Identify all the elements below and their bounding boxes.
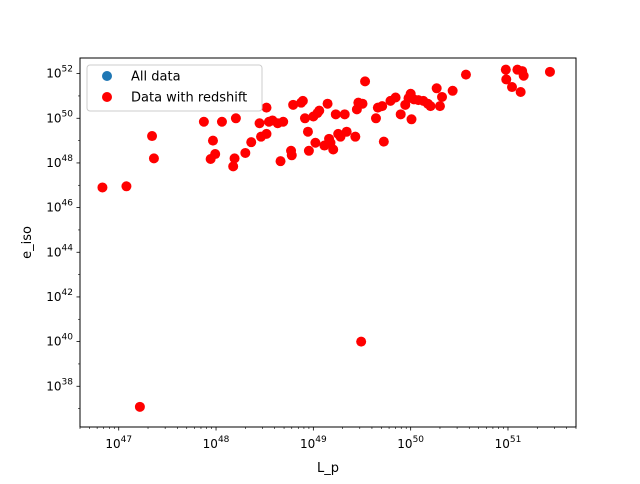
data-point — [518, 70, 529, 81]
data-point — [500, 64, 511, 75]
data-point — [341, 126, 352, 137]
legend-box — [86, 64, 263, 112]
data-points-layer — [97, 64, 555, 412]
data-point — [507, 82, 518, 93]
data-point — [121, 181, 132, 192]
data-point — [515, 87, 526, 98]
data-point — [230, 113, 241, 124]
data-point — [310, 137, 321, 148]
data-point — [395, 109, 406, 120]
data-point — [390, 92, 401, 103]
x-tick-label: 1047 — [105, 435, 132, 451]
data-point — [246, 137, 257, 148]
x-tick-label: 1050 — [397, 435, 424, 451]
legend-marker-all-data — [102, 71, 112, 81]
data-point — [328, 144, 339, 155]
data-point — [339, 109, 350, 120]
data-point — [254, 118, 265, 129]
data-point — [148, 153, 159, 164]
data-point — [216, 116, 227, 127]
y-tick-label: 1050 — [46, 109, 73, 125]
data-point — [314, 105, 325, 116]
data-point — [303, 145, 314, 156]
y-tick-label: 1042 — [46, 288, 73, 304]
x-axis-label: L_p — [317, 461, 339, 476]
data-point — [240, 147, 251, 158]
data-point — [437, 91, 448, 102]
data-point — [350, 131, 361, 142]
data-point — [228, 161, 239, 172]
y-tick-label: 1048 — [46, 154, 73, 170]
data-point — [134, 401, 145, 412]
data-point — [330, 109, 341, 120]
data-point — [261, 128, 272, 139]
data-point — [544, 66, 555, 77]
y-tick-label: 1044 — [46, 243, 73, 259]
data-point — [207, 135, 218, 146]
legend-marker-data-with-redshift — [102, 92, 112, 102]
x-tick-label: 1049 — [300, 435, 327, 451]
data-point — [357, 98, 368, 109]
data-point — [97, 182, 108, 193]
y-tick-label: 1038 — [46, 377, 73, 393]
data-point — [377, 101, 388, 112]
data-point — [299, 113, 310, 124]
data-point — [434, 101, 445, 112]
data-point — [447, 85, 458, 96]
legend: All data Data with redshift — [86, 64, 263, 112]
legend-label-data-with-redshift: Data with redshift — [131, 91, 247, 106]
data-point — [425, 101, 436, 112]
data-point — [501, 74, 512, 85]
data-point — [210, 149, 221, 160]
data-point — [302, 126, 313, 137]
y-axis-ticks: 1038 1040 1042 1044 1046 1048 1050 1052 — [46, 65, 80, 409]
data-point — [288, 99, 299, 110]
legend-label-all-data: All data — [131, 70, 181, 85]
data-point — [286, 150, 297, 161]
data-point — [275, 156, 286, 167]
data-point — [297, 95, 308, 106]
y-tick-label: 1046 — [46, 199, 73, 215]
y-tick-label: 1040 — [46, 333, 73, 349]
data-point — [431, 83, 442, 94]
data-point — [147, 131, 158, 142]
y-axis-label: e_iso — [20, 226, 35, 259]
data-point — [278, 116, 289, 127]
data-point — [360, 76, 371, 87]
plot-frame — [79, 57, 577, 428]
data-point — [229, 153, 240, 164]
x-axis-ticks: 1047 1048 1049 1050 1051 — [79, 427, 577, 451]
data-point — [261, 102, 272, 113]
x-tick-label: 1048 — [203, 435, 230, 451]
data-point — [406, 114, 417, 125]
data-point — [198, 116, 209, 127]
data-point — [322, 98, 333, 109]
data-point — [370, 113, 381, 124]
x-tick-label: 1051 — [495, 435, 522, 451]
data-point — [378, 136, 389, 147]
data-point — [356, 336, 367, 347]
y-tick-label: 1052 — [46, 65, 73, 81]
data-point — [460, 69, 471, 80]
